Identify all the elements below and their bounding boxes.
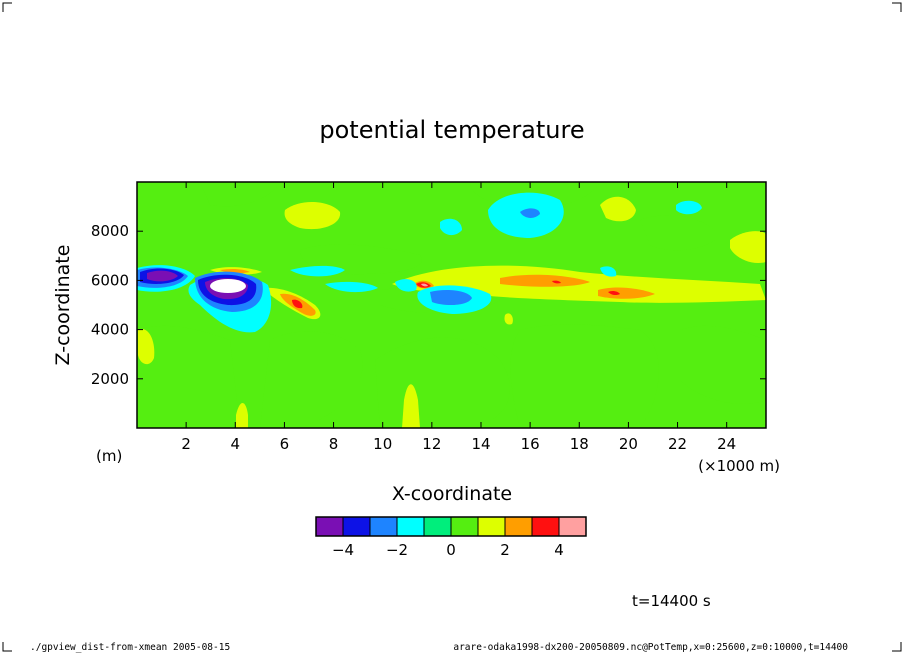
contour-region (520, 208, 540, 218)
x-tick-label: 8 (329, 435, 339, 453)
footer-left: ./gpview_dist-from-xmean 2005-08-15 (30, 642, 230, 653)
contour-region (395, 279, 417, 292)
contour-region (147, 270, 178, 282)
colorbar-swatch (315, 516, 344, 537)
footer-right: arare-odaka1998-dx200-20050809.nc@PotTem… (453, 642, 848, 653)
contour-region (504, 313, 513, 325)
y-tick-label: 6000 (91, 271, 129, 289)
contour-region (600, 196, 636, 222)
x-tick-label: 10 (373, 435, 392, 453)
contour-region (430, 290, 472, 306)
colorbar-swatch (531, 516, 560, 537)
x-axis-title: X-coordinate (392, 483, 512, 505)
contour-region (236, 402, 248, 428)
colorbar-swatch (369, 516, 398, 537)
contour-region (730, 231, 766, 264)
colorbar-swatch (396, 516, 425, 537)
contour-region (680, 325, 766, 404)
contour-region (640, 215, 720, 251)
crop-mark (2, 2, 12, 12)
colorbar-tick-label: −4 (332, 541, 354, 559)
colorbar-ticks: −4 −2 0 2 4 (332, 541, 564, 559)
colorbar (315, 516, 587, 537)
contour-region (552, 280, 561, 284)
colorbar-tick-label: 0 (446, 541, 456, 559)
contour-field (137, 182, 766, 428)
x-tick-label: 18 (570, 435, 589, 453)
y-unit-label: (m) (96, 447, 122, 465)
x-tick-label: 2 (181, 435, 191, 453)
contour-region (500, 274, 590, 287)
colorbar-frame (315, 516, 587, 537)
contour-region (676, 200, 702, 215)
contour-region (608, 290, 620, 296)
plot-frame (136, 181, 767, 429)
colorbar-tick-label: 2 (500, 541, 510, 559)
contour-region (598, 287, 655, 299)
x-tick-label: 22 (668, 435, 687, 453)
colorbar-swatch (423, 516, 452, 537)
contour-region (210, 279, 246, 293)
y-axis-title: Z-coordinate (52, 245, 74, 366)
colorbar-swatch (504, 516, 533, 537)
x-tick-label: 16 (521, 435, 540, 453)
x-tick-label: 6 (280, 435, 290, 453)
y-tick-label: 8000 (91, 222, 129, 240)
colorbar-tick-label: −2 (386, 541, 408, 559)
contour-region (137, 325, 240, 428)
x-axis-ticks: 2 4 6 8 10 12 14 16 18 20 22 24 (181, 182, 736, 453)
contour-region (138, 329, 155, 365)
contour-region (421, 283, 428, 287)
contour-region (292, 299, 303, 309)
contour-region (200, 182, 280, 207)
x-tick-label: 12 (422, 435, 441, 453)
x-tick-label: 14 (471, 435, 490, 453)
contour-region (440, 218, 462, 236)
y-tick-label: 2000 (91, 370, 129, 388)
x-tick-label: 4 (231, 435, 241, 453)
chart-title: potential temperature (319, 116, 584, 144)
colorbar-swatch (558, 516, 587, 537)
colorbar-swatch (450, 516, 479, 537)
y-tick-label: 4000 (91, 321, 129, 339)
colorbar-swatch (342, 516, 371, 537)
crop-mark (892, 2, 902, 12)
contour-region (325, 281, 378, 293)
x-unit-label: (×1000 m) (698, 457, 780, 475)
colorbar-swatch (477, 516, 506, 537)
crop-mark (2, 642, 12, 652)
time-label: t=14400 s (632, 592, 711, 610)
y-axis-ticks: 2000 4000 6000 8000 (91, 222, 766, 388)
contour-region (510, 324, 659, 428)
crop-mark (892, 642, 902, 652)
contour-region (600, 266, 617, 277)
contour-region (402, 384, 420, 428)
contour-region (290, 265, 345, 277)
x-tick-label: 24 (717, 435, 736, 453)
colorbar-tick-label: 4 (554, 541, 564, 559)
x-tick-label: 20 (619, 435, 638, 453)
contour-region (260, 331, 363, 428)
contour-region (284, 201, 341, 230)
